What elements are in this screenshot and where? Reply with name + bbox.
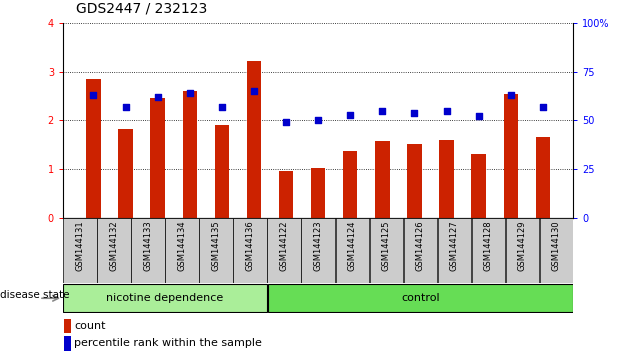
- Bar: [86, 79, 101, 218]
- Bar: [64, 319, 71, 333]
- Text: disease state: disease state: [0, 290, 69, 300]
- FancyBboxPatch shape: [404, 218, 437, 282]
- FancyBboxPatch shape: [268, 218, 301, 282]
- Text: control: control: [401, 293, 440, 303]
- Text: GSM144125: GSM144125: [382, 220, 391, 271]
- FancyBboxPatch shape: [64, 218, 96, 282]
- FancyBboxPatch shape: [370, 218, 403, 282]
- FancyBboxPatch shape: [64, 284, 266, 312]
- Bar: [279, 171, 294, 218]
- Bar: [247, 61, 261, 218]
- FancyBboxPatch shape: [268, 284, 573, 312]
- Point: [249, 88, 259, 94]
- Text: GSM144123: GSM144123: [314, 220, 323, 271]
- Text: GSM144135: GSM144135: [212, 220, 220, 271]
- Text: count: count: [74, 320, 106, 331]
- Bar: [64, 337, 71, 351]
- FancyBboxPatch shape: [438, 218, 471, 282]
- Point: [88, 92, 98, 98]
- Text: GSM144126: GSM144126: [416, 220, 425, 271]
- Point: [281, 119, 291, 125]
- Point: [474, 114, 484, 119]
- Bar: [439, 140, 454, 218]
- Text: GSM144124: GSM144124: [348, 220, 357, 271]
- Text: GSM144128: GSM144128: [484, 220, 493, 271]
- Text: GSM144133: GSM144133: [144, 220, 152, 271]
- FancyBboxPatch shape: [302, 218, 335, 282]
- FancyBboxPatch shape: [166, 218, 198, 282]
- Bar: [536, 137, 550, 218]
- Text: GSM144130: GSM144130: [552, 220, 561, 271]
- Bar: [183, 91, 197, 218]
- Point: [185, 90, 195, 96]
- FancyBboxPatch shape: [132, 218, 164, 282]
- Point: [442, 108, 452, 113]
- Bar: [343, 150, 357, 218]
- Bar: [215, 125, 229, 218]
- Bar: [311, 168, 325, 218]
- FancyBboxPatch shape: [540, 218, 573, 282]
- Text: GSM144129: GSM144129: [518, 220, 527, 271]
- Text: GSM144132: GSM144132: [110, 220, 118, 271]
- Text: GSM144131: GSM144131: [76, 220, 84, 271]
- FancyBboxPatch shape: [472, 218, 505, 282]
- Point: [313, 118, 323, 123]
- Point: [410, 110, 420, 115]
- FancyBboxPatch shape: [506, 218, 539, 282]
- Text: GDS2447 / 232123: GDS2447 / 232123: [76, 2, 207, 16]
- FancyBboxPatch shape: [98, 218, 130, 282]
- Text: GSM144136: GSM144136: [246, 220, 255, 271]
- Text: nicotine dependence: nicotine dependence: [106, 293, 224, 303]
- Point: [377, 108, 387, 113]
- Point: [506, 92, 516, 98]
- Bar: [503, 93, 518, 218]
- Point: [120, 104, 130, 110]
- Text: GSM144122: GSM144122: [280, 220, 289, 271]
- Bar: [407, 144, 421, 218]
- Bar: [471, 154, 486, 218]
- Point: [152, 94, 163, 100]
- Bar: [118, 129, 133, 218]
- Bar: [151, 98, 165, 218]
- Point: [217, 104, 227, 110]
- FancyBboxPatch shape: [200, 218, 232, 282]
- Text: GSM144127: GSM144127: [450, 220, 459, 271]
- Point: [538, 104, 548, 110]
- FancyBboxPatch shape: [234, 218, 266, 282]
- Bar: [375, 141, 389, 218]
- Text: GSM144134: GSM144134: [178, 220, 186, 271]
- FancyBboxPatch shape: [336, 218, 369, 282]
- Point: [345, 112, 355, 118]
- Text: percentile rank within the sample: percentile rank within the sample: [74, 338, 262, 348]
